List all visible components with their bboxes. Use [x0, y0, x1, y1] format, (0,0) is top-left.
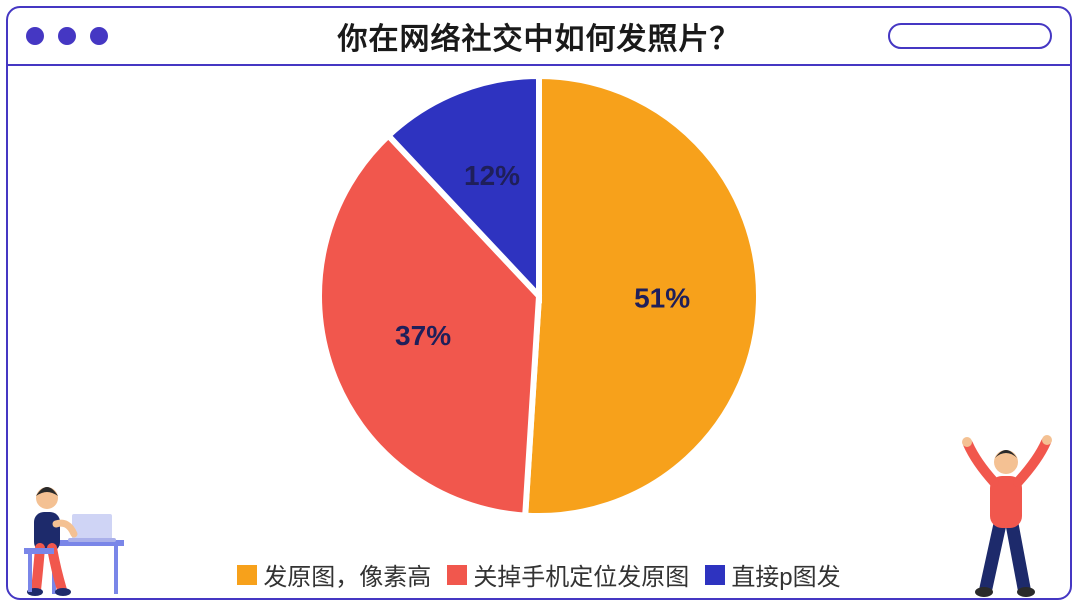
- illustration-person-laptop: [16, 448, 146, 598]
- pie-slice-label: 51%: [634, 282, 690, 313]
- legend-swatch: [447, 565, 467, 585]
- pie-slice-label: 12%: [464, 160, 520, 191]
- legend-swatch: [237, 565, 257, 585]
- window-dots: [26, 27, 108, 45]
- illustration-person-waving: [952, 428, 1062, 598]
- browser-frame: 你在网络社交中如何发照片？ 51% 37% 12% 发原图，像素高 关掉手机定位发原图…: [6, 6, 1072, 600]
- window-dot: [26, 27, 44, 45]
- legend-item: 关掉手机定位发原图: [447, 557, 689, 592]
- pie-chart: 51% 37% 12%: [319, 76, 759, 536]
- chart-legend: 发原图，像素高 关掉手机定位发原图 直接p图发: [8, 557, 1070, 592]
- pie-slice-label: 37%: [395, 320, 451, 351]
- window-dot: [58, 27, 76, 45]
- content-area: 51% 37% 12% 发原图，像素高 关掉手机定位发原图 直接p图发: [8, 68, 1070, 598]
- title-bar: 你在网络社交中如何发照片？: [8, 8, 1070, 66]
- legend-swatch: [705, 565, 725, 585]
- legend-item: 直接p图发: [705, 557, 840, 592]
- address-pill: [888, 23, 1052, 49]
- legend-label: 发原图，像素高: [263, 557, 431, 592]
- legend-item: 发原图，像素高: [237, 557, 431, 592]
- window-dot: [90, 27, 108, 45]
- legend-label: 关掉手机定位发原图: [473, 557, 689, 592]
- legend-label: 直接p图发: [731, 557, 840, 592]
